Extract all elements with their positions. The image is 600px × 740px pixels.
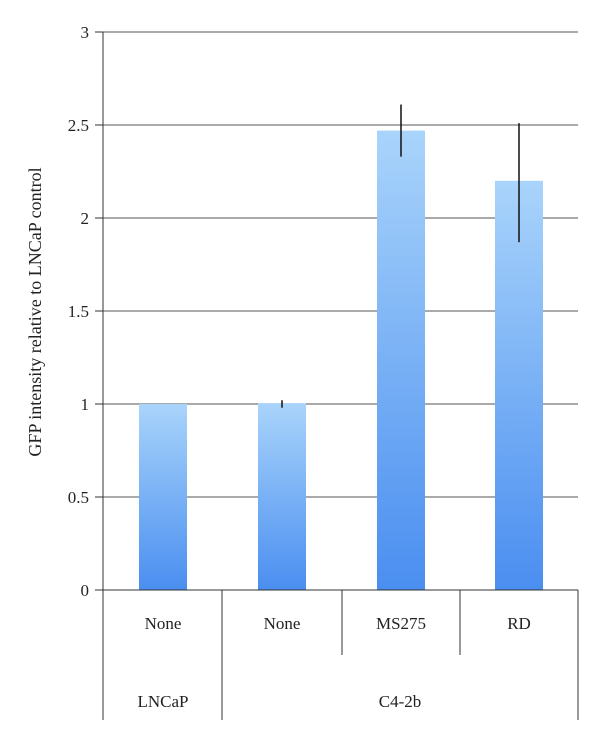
bar [377,130,425,590]
y-tick-label: 1 [81,395,90,414]
x-category-label: MS275 [376,614,426,633]
y-axis-title: GFP intensity relative to LNCaP control [25,167,45,456]
y-tick-label: 1.5 [68,302,89,321]
y-tick-label: 2 [81,209,90,228]
category-labels: None None MS275 RD LNCaP C4-2b [138,614,531,711]
y-tick-labels: 0 0.5 1 1.5 2 2.5 3 [68,23,89,600]
error-bars [281,104,520,408]
y-tick-label: 0 [81,581,90,600]
y-tick-label: 2.5 [68,116,89,135]
x-group-label: C4-2b [379,692,422,711]
y-tick-label: 3 [81,23,90,42]
bar [258,403,306,590]
x-category-label: RD [507,614,531,633]
x-group-label: LNCaP [138,692,189,711]
x-category-label: None [145,614,182,633]
y-tick-label: 0.5 [68,488,89,507]
bar [495,180,543,591]
bars [139,130,543,591]
axes [102,32,579,720]
bar [139,404,187,590]
x-category-label: None [264,614,301,633]
